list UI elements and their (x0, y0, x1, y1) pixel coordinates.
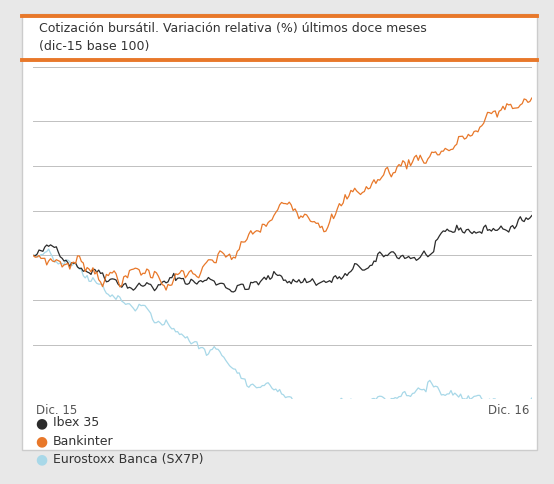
Text: ●: ● (35, 434, 48, 447)
Text: ●: ● (35, 415, 48, 429)
Text: (dic-15 base 100): (dic-15 base 100) (39, 40, 149, 53)
Text: Dic. 15: Dic. 15 (36, 403, 77, 416)
Text: Eurostoxx Banca (SX7P): Eurostoxx Banca (SX7P) (53, 453, 203, 465)
Text: Cotización bursátil. Variación relativa (%) últimos doce meses: Cotización bursátil. Variación relativa … (39, 22, 427, 35)
Text: ●: ● (35, 452, 48, 466)
Text: Ibex 35: Ibex 35 (53, 416, 99, 428)
Text: Dic. 16: Dic. 16 (488, 403, 529, 416)
Text: Bankinter: Bankinter (53, 434, 113, 447)
